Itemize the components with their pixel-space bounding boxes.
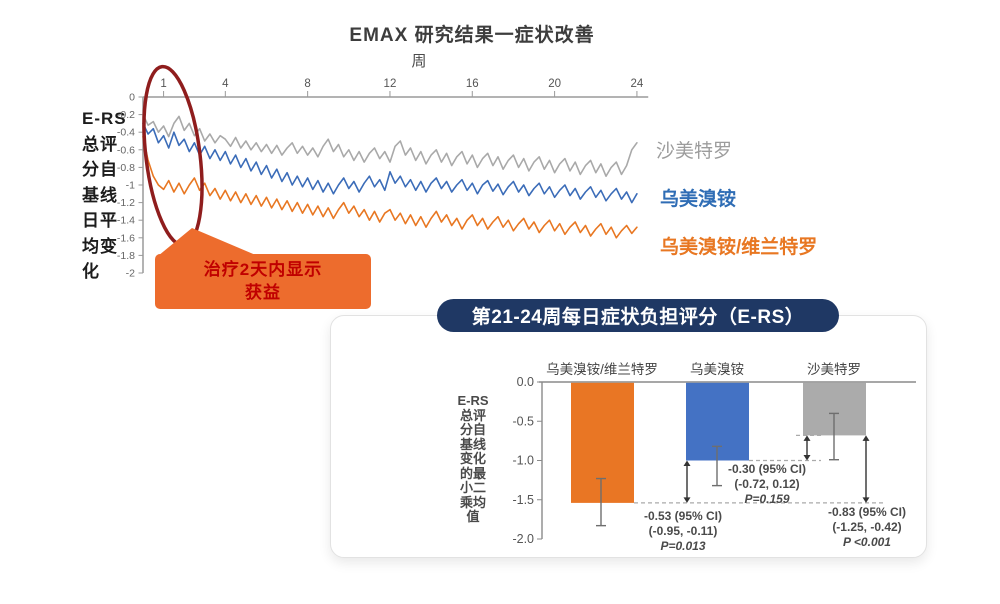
legend-item-umec-vilanterol: 乌美溴铵/维兰特罗 [660, 237, 818, 258]
y-tick-label: -0.2 [117, 109, 135, 121]
y-tick-label: -1.0 [512, 454, 534, 468]
bar-label-2: 沙美特罗 [807, 362, 861, 377]
y-tick-label: -2.0 [512, 532, 534, 546]
callout-pointer-shape [158, 228, 258, 256]
bar-chart: 0.0 -0.5 -1.0 -1.5 -2.0 乌美溴铵/维兰特罗 乌美溴铵 沙美特罗 [512, 362, 916, 546]
comparison-pvalue: P <0.001 [843, 535, 891, 549]
comparison-ci: (-1.25, -0.42) [832, 520, 902, 534]
y-tick-label: -1 [126, 180, 135, 192]
bar-chart-card: 第21-24周每日症状负担评分（E-RS） E-RS 总评 分自 基线 变化 的最 小二 乘均… [330, 299, 927, 558]
diff-arrow-umecvi-vs-salmeterol-head-top [862, 435, 870, 441]
x-tick-label: 8 [304, 78, 310, 90]
series-line-0 [142, 113, 638, 177]
bar-chart-y-axis-label: E-RS 总评 分自 基线 变化 的最 小二 乘均值 [457, 393, 489, 524]
comparison-umecvi-vs-umec: -0.53 (95% CI) (-0.95, -0.11) P=0.013 [608, 509, 758, 554]
diff-arrow-umecvi-vs-umec-head-top [683, 460, 691, 466]
comparison-umec-vs-salmeterol: -0.30 (95% CI) (-0.72, 0.12) P=0.159 [692, 462, 842, 507]
y-tick-label: -1.4 [117, 215, 135, 227]
legend-item-umeclidinium: 乌美溴铵 [660, 189, 737, 210]
y-tick-label: 0 [129, 92, 135, 104]
y-tick-label: -1.6 [117, 232, 135, 244]
line-chart-title: EMAX 研究结果一症状改善 [349, 25, 595, 46]
bar-label-0: 乌美溴铵/维兰特罗 [546, 362, 658, 377]
comparison-estimate: -0.53 (95% CI) [643, 509, 723, 523]
comparison-umecvi-vs-salmeterol: -0.83 (95% CI) (-1.25, -0.42) P <0.001 [792, 505, 942, 550]
diff-arrow-umecvi-vs-umec-head-bottom [683, 497, 691, 503]
y-tick-label: -1.2 [117, 197, 135, 209]
x-tick-label: 16 [466, 78, 479, 90]
comparison-pvalue: P=0.013 [660, 539, 706, 553]
early-benefit-ellipse [142, 64, 204, 248]
comparison-ci: (-0.95, -0.11) [648, 524, 718, 538]
comparison-estimate: -0.83 (95% CI) [827, 505, 907, 519]
line-chart-y-axis-label: E-RS 总评 分自 基线 日平 均变化 [82, 109, 127, 281]
treatment-benefit-callout: 治疗2天内显示 获益 [155, 254, 371, 309]
y-tick-label: 0.0 [517, 375, 534, 389]
x-tick-label: 24 [631, 78, 644, 90]
comparison-ci: (-0.72, 0.12) [734, 477, 800, 491]
y-tick-label: -0.8 [117, 162, 135, 174]
line-chart: 1 4 8 12 16 20 24 0 -0.2 -0.4 -0.6 -0.8 -1 -1.2 -1.4 -1… [117, 64, 649, 280]
line-chart-x-axis-title: 周 [411, 53, 427, 70]
y-tick-label: -0.6 [117, 144, 135, 156]
legend-item-salmeterol: 沙美特罗 [656, 141, 733, 162]
y-tick-label: -1.8 [117, 250, 135, 262]
x-tick-label: 1 [160, 78, 166, 90]
y-tick-label: -0.5 [512, 414, 534, 428]
x-tick-label: 12 [384, 78, 397, 90]
y-tick-label: -0.4 [117, 127, 135, 139]
diff-arrow-umec-vs-salmeterol-head-bottom [803, 455, 811, 461]
diff-arrow-umecvi-vs-salmeterol-head-bottom [862, 497, 870, 503]
series-line-1 [142, 122, 638, 204]
comparison-estimate: -0.30 (95% CI) [727, 462, 807, 476]
y-tick-label: -2 [126, 268, 135, 280]
comparison-pvalue: P=0.159 [744, 492, 790, 506]
callout-pointer [158, 228, 258, 256]
x-tick-label: 4 [222, 78, 229, 90]
bar-label-1: 乌美溴铵 [690, 362, 744, 377]
bar-chart-title: 第21-24周每日症状负担评分（E-RS） [471, 307, 805, 328]
x-tick-label: 20 [548, 78, 561, 90]
bar-0 [571, 382, 634, 503]
diff-arrow-umec-vs-salmeterol-head-top [803, 435, 811, 441]
bar-chart-title-pill: 第21-24周每日症状负担评分（E-RS） [437, 299, 839, 332]
y-tick-label: -1.5 [512, 493, 534, 507]
series-line-2 [142, 135, 638, 239]
